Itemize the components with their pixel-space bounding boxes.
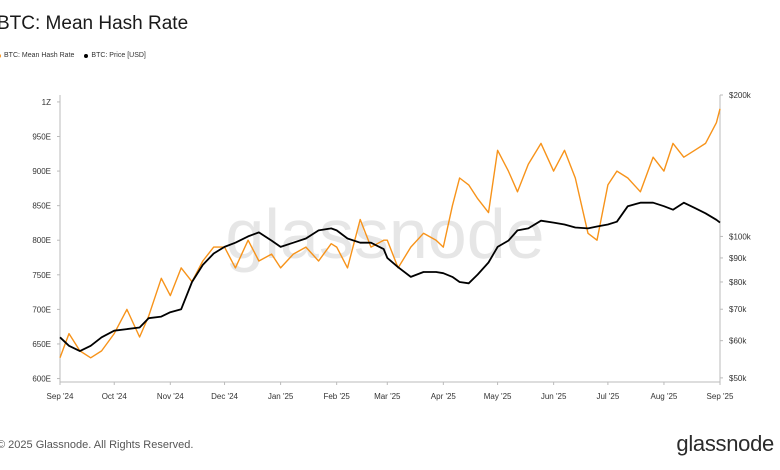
legend-swatch-hash-rate [0, 53, 1, 58]
x-tick-label: Jan '25 [268, 392, 294, 401]
x-tick-label: Oct '24 [102, 392, 128, 401]
y-right-tick-label: $100k [729, 232, 752, 241]
x-tick-label: Dec '24 [211, 392, 238, 401]
x-tick-label: Mar '25 [374, 392, 401, 401]
legend-swatch-price [84, 53, 89, 58]
x-tick-label: Aug '25 [650, 392, 677, 401]
watermark: glassnode [225, 195, 544, 273]
legend-label-price: BTC: Price [USD] [91, 52, 146, 59]
y-right-tick-label: $90k [729, 254, 747, 263]
y-left-tick-label: 950E [32, 132, 51, 141]
x-tick-label: Feb '25 [323, 392, 350, 401]
y-left-tick-label: 750E [32, 271, 51, 280]
x-tick-label: May '25 [484, 392, 512, 401]
x-tick-label: Apr '25 [431, 392, 457, 401]
x-tick-label: Jun '25 [541, 392, 567, 401]
x-tick-label: Jul '25 [596, 392, 619, 401]
y-right-tick-label: $80k [729, 278, 747, 287]
y-left-tick-label: 900E [32, 167, 51, 176]
axes: 600E 650E 700E 750E 800E 850E 900E 950E 1Z $50k $6… [32, 91, 751, 401]
chart-legend: BTC: Mean Hash Rate BTC: Price [USD] [0, 52, 146, 59]
x-tick-label: Sep '24 [47, 392, 74, 401]
y-right-tick-label: $200k [729, 91, 752, 100]
copyright: © 2025 Glassnode. All Rights Reserved. [0, 439, 194, 451]
legend-item-hash-rate[interactable]: BTC: Mean Hash Rate [0, 52, 74, 59]
y-right-tick-label: $50k [729, 374, 747, 383]
y-left-tick-label: 650E [32, 340, 51, 349]
y-left-tick-label: 850E [32, 202, 51, 211]
y-left-tick-label: 600E [32, 375, 51, 384]
legend-label-hash-rate: BTC: Mean Hash Rate [4, 52, 75, 59]
brand-logo: glassnode [676, 431, 774, 456]
y-left-tick-label: 700E [32, 305, 51, 314]
y-left-tick-label: 1Z [42, 98, 51, 107]
legend-item-price[interactable]: BTC: Price [USD] [84, 52, 146, 59]
series-group [59, 108, 721, 359]
y-right-tick-label: $70k [729, 305, 747, 314]
chart-title: BTC: Mean Hash Rate [0, 13, 189, 34]
series-line-price [59, 201, 721, 352]
x-tick-label: Sep '25 [707, 392, 734, 401]
y-left-tick-label: 800E [32, 236, 51, 245]
y-right-tick-label: $60k [729, 337, 747, 346]
x-tick-label: Nov '24 [157, 392, 184, 401]
